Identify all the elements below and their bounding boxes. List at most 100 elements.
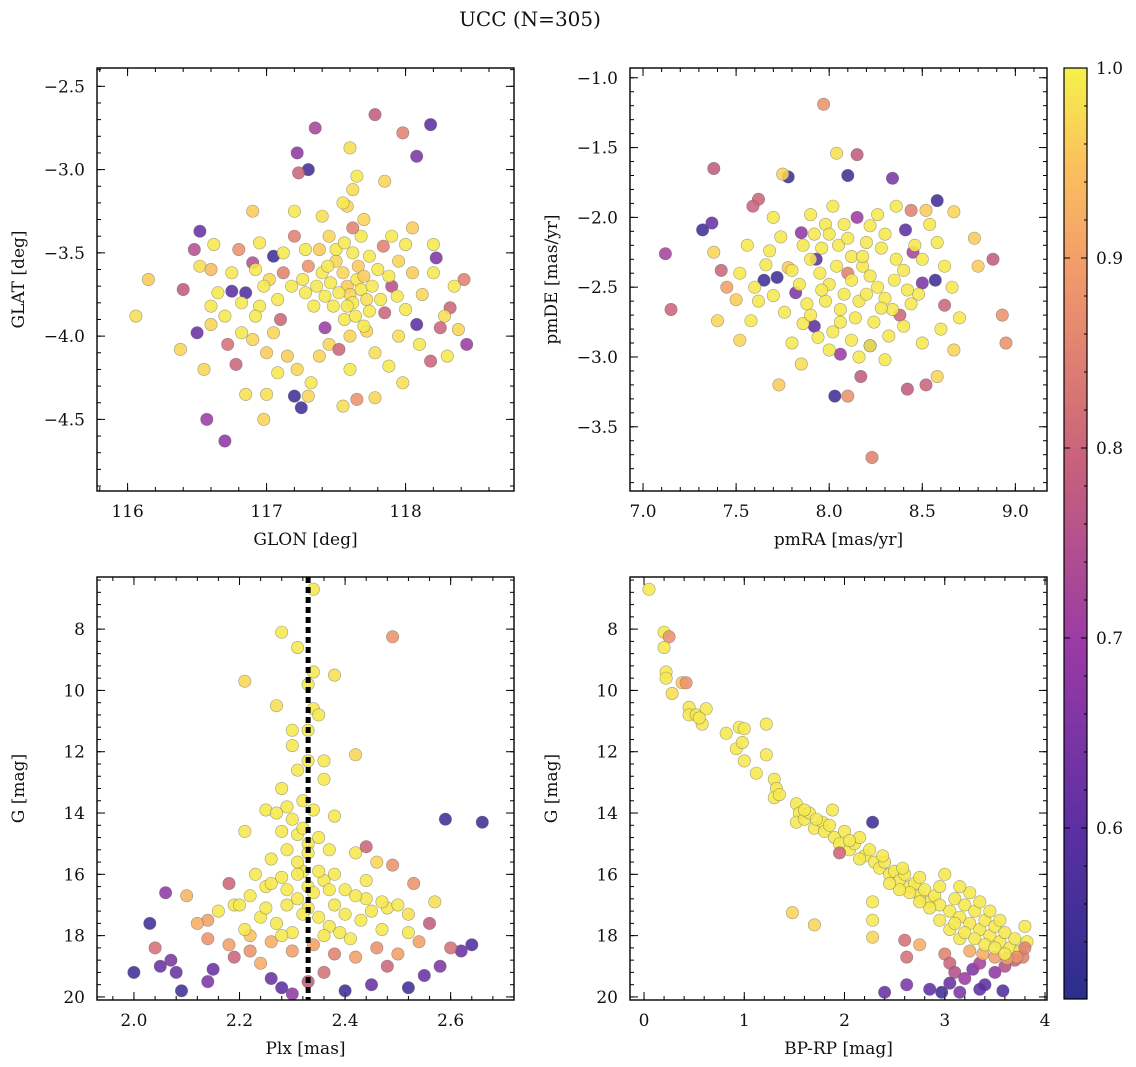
scatter-point: [337, 236, 351, 250]
scatter-point: [327, 867, 341, 881]
scatter-point: [874, 241, 888, 255]
scatter-point: [193, 224, 207, 238]
scatter-point: [908, 238, 922, 252]
scatter-point: [699, 702, 713, 716]
scatter-point: [200, 412, 214, 426]
scatter-point: [866, 930, 880, 944]
scatter-point: [169, 965, 183, 979]
scatter-point: [354, 913, 368, 927]
scatter-point: [871, 208, 885, 222]
scatter-point: [874, 301, 888, 315]
scatter-point: [193, 259, 207, 273]
scatter-point: [720, 280, 734, 294]
scatter-point: [928, 273, 942, 287]
scatter-point: [312, 910, 326, 924]
scatter-point: [246, 332, 260, 346]
scatter-point: [807, 918, 821, 932]
scatter-point: [322, 229, 336, 243]
scatter-point: [967, 231, 981, 245]
y-tick-label: −3.0: [577, 348, 618, 368]
scatter-point: [280, 883, 294, 897]
scatter-point: [830, 146, 844, 160]
scatter-point: [923, 982, 937, 996]
scatter-point: [164, 953, 178, 967]
scatter-point: [841, 169, 855, 183]
scatter-point: [401, 907, 415, 921]
scatter-point: [746, 199, 760, 213]
scatter-point: [692, 711, 706, 725]
scatter-point: [248, 867, 262, 881]
scatter-point: [285, 279, 299, 293]
scatter-point: [298, 243, 312, 257]
scatter-point: [312, 864, 326, 878]
scatter-point: [938, 298, 952, 312]
scatter-point: [882, 329, 896, 343]
scatter-point: [850, 148, 864, 162]
scatter-point: [386, 858, 400, 872]
scatter-point: [424, 118, 438, 132]
scatter-point: [898, 933, 912, 947]
scatter-point: [378, 174, 392, 188]
scatter-point: [204, 317, 218, 331]
scatter-point: [919, 378, 933, 392]
scatter-point: [322, 843, 336, 857]
scatter-point: [275, 781, 289, 795]
scatter-point: [349, 950, 363, 964]
scatter-point: [327, 947, 341, 961]
scatter-point: [422, 916, 436, 930]
scatter-point: [866, 913, 880, 927]
scatter-point: [958, 926, 972, 940]
y-tick-label: −4.0: [44, 327, 85, 347]
scatter-point: [933, 880, 947, 894]
x-tick-label: 8.5: [909, 502, 936, 522]
x-tick-label: 2.2: [226, 1011, 253, 1031]
scatter-point: [285, 723, 299, 737]
scatter-point: [792, 277, 806, 291]
scatter-point: [180, 889, 194, 903]
scatter-point: [818, 294, 832, 308]
scatter-point: [374, 292, 388, 306]
scatter-point: [343, 362, 357, 376]
scatter-point: [246, 204, 260, 218]
panel-pmra-pmde: 7.0 7.5 8.0 8.5 9.0 −3.5 −3.0 −2.5 −2.0 −1.5 −1.0 p…: [542, 67, 1048, 550]
scatter-point: [958, 898, 972, 912]
scatter-point: [190, 326, 204, 340]
scatter-point: [885, 171, 899, 185]
colorbar-tick-label: 1.0: [1096, 59, 1123, 79]
scatter-point: [850, 210, 864, 224]
scatter-point: [897, 263, 911, 277]
scatter-point: [259, 901, 273, 915]
scatter-point: [933, 913, 947, 927]
scatter-point: [785, 906, 799, 920]
scatter-point: [900, 978, 914, 992]
scatter-point: [362, 304, 376, 318]
scatter-point: [287, 389, 301, 403]
scatter-point: [310, 279, 324, 293]
scatter-point: [863, 219, 877, 233]
scatter-point: [301, 389, 315, 403]
figure-title: UCC (N=305): [459, 7, 601, 31]
scatter-point: [915, 336, 929, 350]
scatter-point: [275, 824, 289, 838]
scatter-point: [733, 266, 747, 280]
scatter-point: [332, 286, 346, 300]
scatter-point: [260, 387, 274, 401]
scatter-point: [239, 387, 253, 401]
scatter-point: [362, 249, 376, 263]
scatter-point: [396, 376, 410, 390]
scatter-point: [317, 772, 331, 786]
scatter-point: [343, 932, 357, 946]
scatter-point: [988, 965, 1002, 979]
scatter-point: [332, 342, 346, 356]
scatter-point: [338, 907, 352, 921]
scatter-point: [143, 916, 157, 930]
scatter-point: [370, 855, 384, 869]
scatter-point: [796, 316, 810, 330]
scatter-point: [963, 886, 977, 900]
scatter-point: [211, 904, 225, 918]
x-tick-label: 3: [939, 1011, 950, 1031]
scatter-point: [412, 337, 426, 351]
y-tick-label: 12: [596, 743, 618, 763]
scatter-point: [401, 926, 415, 940]
